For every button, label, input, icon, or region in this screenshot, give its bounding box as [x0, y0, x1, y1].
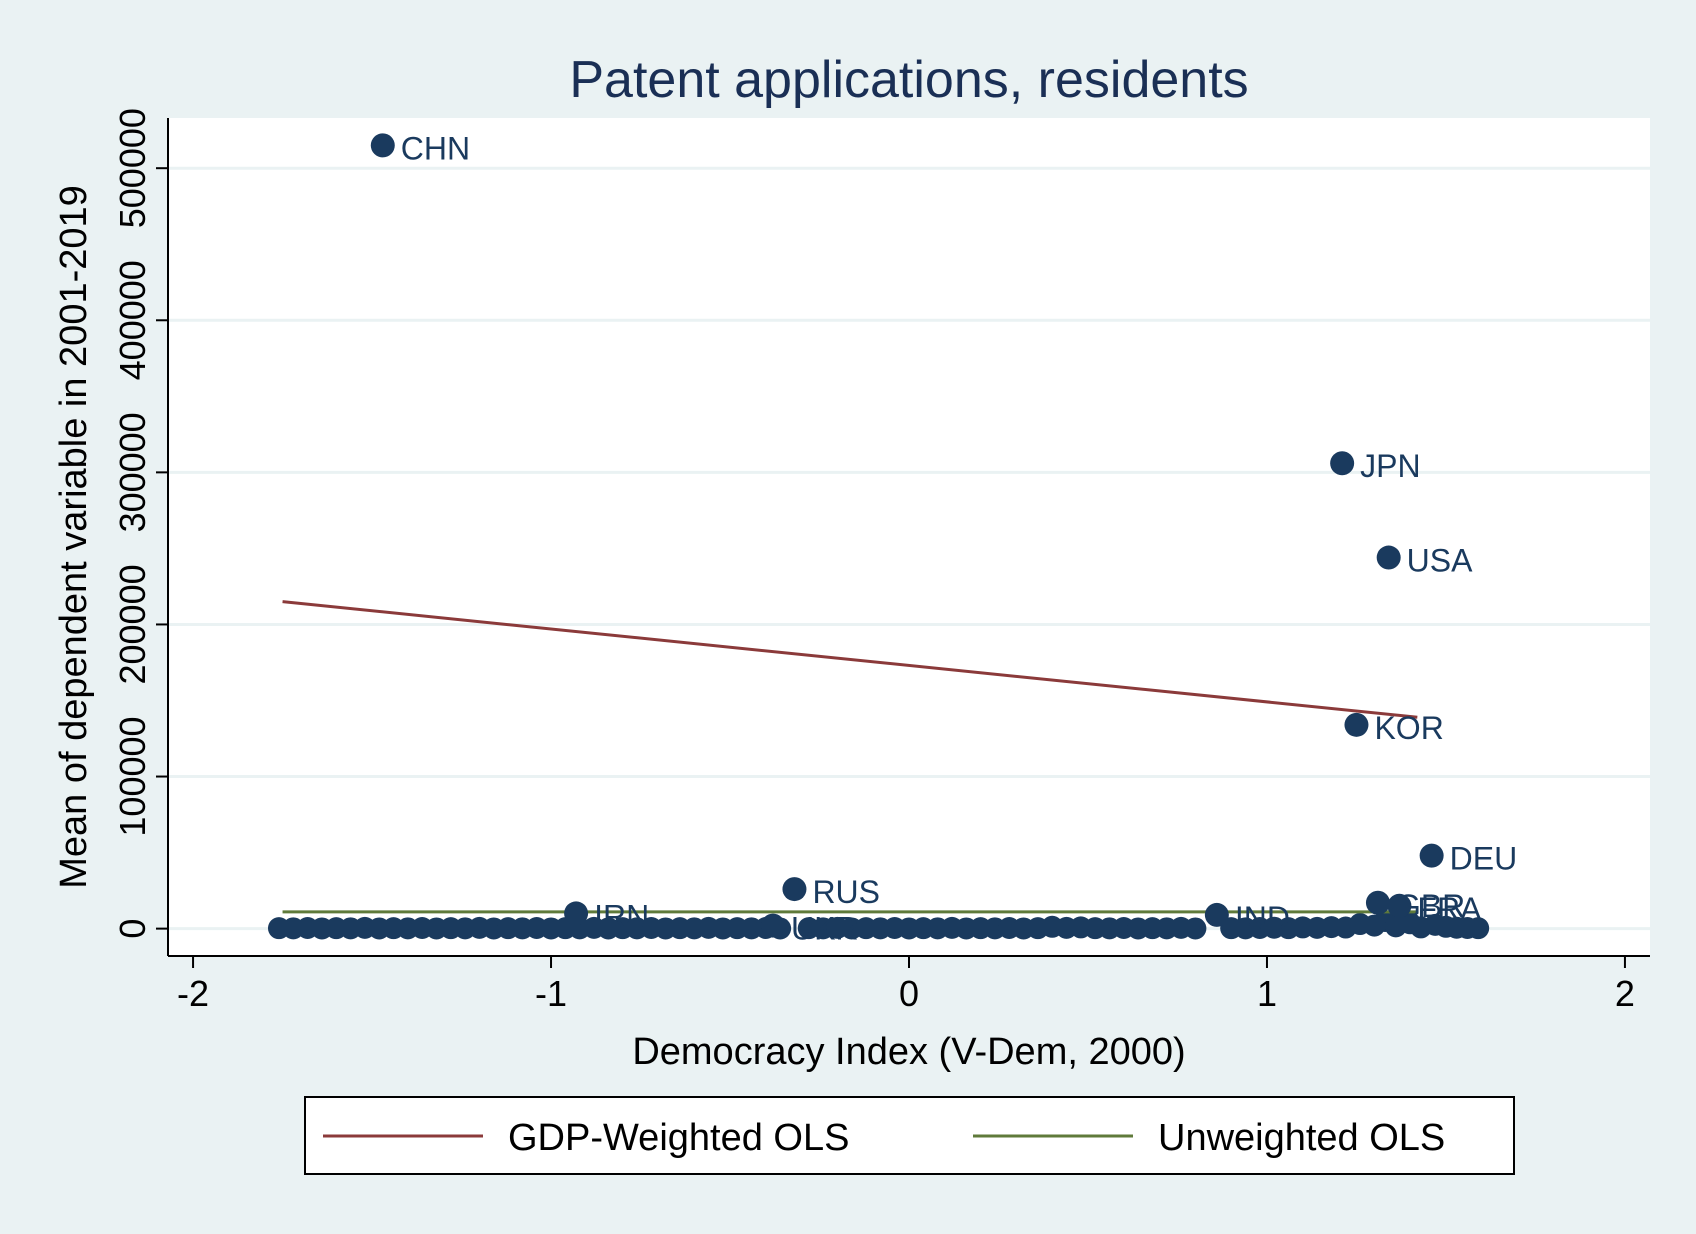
point-label-jpn: JPN: [1360, 448, 1420, 484]
point-label-rus: RUS: [812, 874, 880, 910]
point-label-fra: FRA: [1417, 891, 1482, 927]
y-tick-label-4: 400000: [112, 260, 153, 380]
point-jpn: [1330, 451, 1354, 475]
x-axis-label: Democracy Index (V-Dem, 2000): [632, 1031, 1185, 1073]
point-label-deu: DEU: [1450, 841, 1518, 877]
y-tick-label-1: 100000: [112, 716, 153, 836]
point-label-ind: IND: [1235, 900, 1290, 936]
point-label-chn: CHN: [401, 130, 470, 166]
point-ukr: [761, 914, 785, 938]
point-chn: [371, 133, 395, 157]
x-tick-label-1: -1: [535, 973, 567, 1014]
legend: GDP-Weighted OLS Unweighted OLS: [305, 1097, 1514, 1174]
point-gbr: [1366, 891, 1390, 915]
point-usa: [1377, 546, 1401, 570]
point-label-kor: KOR: [1374, 710, 1443, 746]
point-label-irn: IRN: [594, 898, 649, 934]
point-ind: [1205, 903, 1229, 927]
x-tick-label-3: 1: [1257, 973, 1277, 1014]
x-tick-label-0: -2: [177, 973, 209, 1014]
point-irn: [564, 901, 588, 925]
cluster-point-63: [1184, 917, 1206, 939]
point-label-ukr: UKR: [791, 911, 859, 947]
x-tick-label-4: 2: [1615, 973, 1635, 1014]
chart-title: Patent applications, residents: [569, 51, 1248, 109]
y-tick-label-2: 200000: [112, 564, 153, 684]
legend-label-gdp-weighted: GDP-Weighted OLS: [508, 1117, 849, 1159]
point-fra: [1387, 894, 1411, 918]
y-tick-label-5: 500000: [112, 108, 153, 228]
point-deu: [1420, 844, 1444, 868]
legend-label-unweighted: Unweighted OLS: [1158, 1117, 1445, 1159]
plot-area: [168, 118, 1650, 956]
point-kor: [1344, 713, 1368, 737]
x-tick-label-2: 0: [899, 973, 919, 1014]
y-tick-label-0: 0: [112, 919, 153, 939]
y-axis-label: Mean of dependent variable in 2001-2019: [53, 185, 95, 889]
point-label-usa: USA: [1407, 543, 1473, 579]
y-tick-label-3: 300000: [112, 412, 153, 532]
point-rus: [782, 877, 806, 901]
